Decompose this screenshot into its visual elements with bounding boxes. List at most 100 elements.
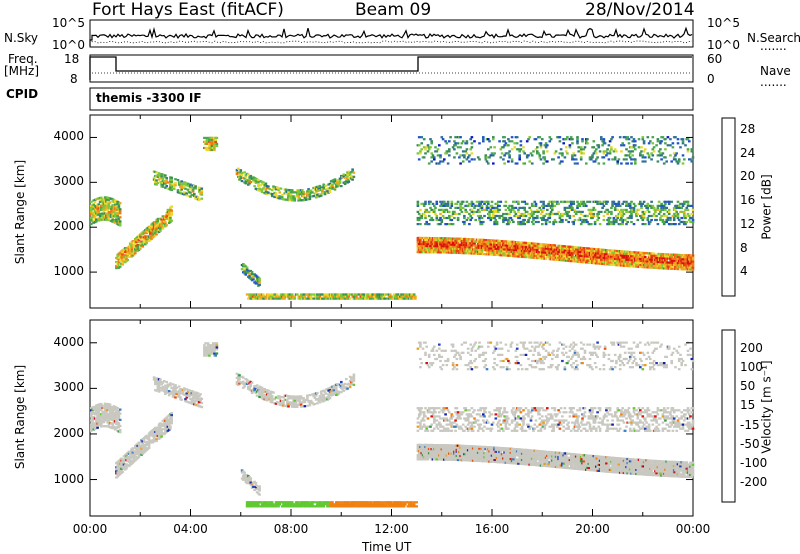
power-cell	[615, 220, 618, 224]
power-cell	[561, 154, 564, 157]
power-cell	[307, 297, 310, 300]
power-cell	[172, 187, 176, 190]
power-cell	[671, 259, 675, 262]
power-cell	[435, 214, 439, 218]
power-cell	[566, 152, 569, 155]
power-cell	[331, 183, 334, 186]
power-cell	[602, 138, 606, 141]
power-cell	[110, 211, 113, 215]
velocity-cell	[117, 468, 121, 471]
power-cell	[628, 253, 632, 256]
power-cell	[122, 254, 126, 257]
power-cell	[625, 200, 628, 203]
power-cell	[630, 265, 633, 268]
power-cell	[504, 200, 508, 203]
power-cell	[622, 212, 626, 216]
velocity-cell	[118, 408, 122, 411]
power-cell	[465, 210, 469, 213]
velocity-cell	[155, 437, 158, 441]
power-cell	[654, 210, 657, 213]
power-cell	[617, 212, 621, 216]
power-cell	[118, 222, 122, 225]
power-cell	[454, 241, 457, 244]
power-cell	[620, 218, 623, 222]
velocity-cell	[179, 396, 182, 399]
power-cell	[459, 162, 462, 165]
power-cell	[487, 162, 490, 165]
power-cell	[690, 216, 694, 220]
velocity-cell	[152, 440, 156, 443]
power-cell	[590, 214, 593, 218]
nsky-trace	[89, 26, 693, 46]
power-cell	[436, 154, 440, 157]
velocity-cell	[100, 425, 103, 428]
power-cell	[307, 194, 310, 197]
power-cell	[664, 202, 667, 205]
power-cell	[459, 249, 462, 252]
power-cell	[690, 150, 694, 153]
power-cell	[534, 148, 538, 151]
power-cell	[548, 140, 552, 143]
power-cell	[424, 202, 427, 205]
power-cell	[473, 158, 476, 161]
power-cell	[456, 142, 460, 145]
power-cell	[468, 212, 471, 216]
power-cell	[542, 162, 545, 165]
velocity-cell	[160, 389, 163, 392]
power-cell	[179, 190, 182, 193]
frequency-traces	[89, 56, 692, 80]
power-cell	[289, 193, 293, 196]
velocity-cell	[115, 422, 118, 426]
velocity-cell	[188, 389, 191, 392]
power-cell	[525, 210, 529, 213]
power-cell	[519, 212, 523, 216]
velocity-cell	[91, 410, 94, 413]
velocity-cell	[103, 402, 107, 405]
power-cell	[417, 218, 421, 222]
power-cell	[520, 223, 524, 226]
power-cell	[479, 214, 482, 218]
power-cell	[480, 216, 484, 220]
power-cell	[154, 181, 157, 184]
velocity-cell	[193, 393, 196, 396]
power-cell	[487, 202, 490, 205]
power-cell	[213, 148, 216, 152]
power-cell	[537, 210, 540, 213]
power-cell	[260, 182, 264, 185]
power-cell	[400, 293, 403, 296]
power-cell	[661, 265, 665, 268]
power-cell	[98, 219, 102, 222]
power-cell	[127, 255, 131, 258]
velocity-cell	[112, 405, 116, 408]
power-cell	[620, 252, 623, 255]
power-cell	[362, 293, 366, 296]
velocity-cell	[117, 409, 121, 413]
power-cell	[593, 160, 597, 163]
velocity-cell	[238, 376, 241, 379]
power-cell	[469, 148, 472, 151]
power-cell	[284, 192, 288, 195]
power-cell	[485, 160, 489, 163]
power-cell	[298, 197, 302, 200]
power-cell	[612, 259, 616, 262]
power-cell	[608, 216, 612, 220]
power-cell	[558, 162, 562, 165]
power-cell	[634, 162, 637, 165]
power-cell	[117, 211, 121, 214]
power-cell	[627, 154, 631, 157]
power-cell	[552, 250, 555, 253]
power-cell	[573, 260, 577, 263]
power-cell	[102, 210, 106, 213]
power-cell	[139, 237, 142, 240]
power-cell	[508, 220, 511, 224]
power-cell	[340, 295, 343, 298]
power-cell	[566, 136, 569, 139]
power-cell	[503, 162, 506, 165]
power-cell	[401, 295, 405, 298]
power-cell	[530, 220, 534, 224]
power-cell	[569, 136, 573, 139]
power-cell	[620, 254, 623, 257]
power-cell	[480, 223, 484, 226]
velocity-cell	[105, 417, 108, 420]
power-cell	[258, 293, 261, 296]
